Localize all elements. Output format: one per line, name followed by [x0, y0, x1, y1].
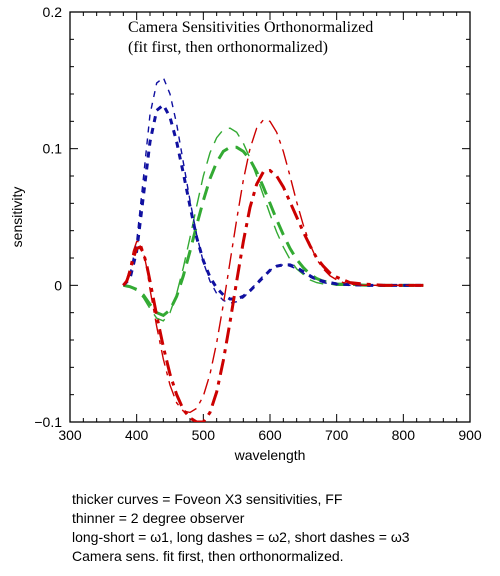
- caption-block: thicker curves = Foveon X3 sensitivities…: [72, 490, 410, 566]
- ytick-label: 0.2: [43, 4, 63, 20]
- y-axis-label: sensitivity: [9, 187, 25, 248]
- plot-frame: [70, 12, 470, 422]
- x-axis-label: wavelength: [234, 447, 306, 463]
- caption-line-1: thicker curves = Foveon X3 sensitivities…: [72, 490, 410, 509]
- xtick-label: 900: [458, 427, 482, 443]
- ytick-label: 0: [54, 277, 62, 293]
- xtick-label: 500: [192, 427, 216, 443]
- caption-line-4: Camera sens. fit first, then orthonormal…: [72, 547, 410, 566]
- ytick-label: 0.1: [43, 141, 63, 157]
- xtick-label: 600: [258, 427, 282, 443]
- caption-line-2: thinner = 2 degree observer: [72, 509, 410, 528]
- chart-container: 300400500600700800900−0.100.10.2waveleng…: [0, 0, 500, 576]
- caption-line-3: long-short = ω1, long dashes = ω2, short…: [72, 528, 410, 547]
- xtick-label: 700: [325, 427, 349, 443]
- chart-title-line1: Camera Sensitivities Orthonormalized: [128, 19, 373, 36]
- xtick-label: 400: [125, 427, 149, 443]
- ytick-label: −0.1: [34, 414, 62, 430]
- chart-title-line2: (fit first, then orthonormalized): [128, 39, 328, 56]
- xtick-label: 800: [392, 427, 416, 443]
